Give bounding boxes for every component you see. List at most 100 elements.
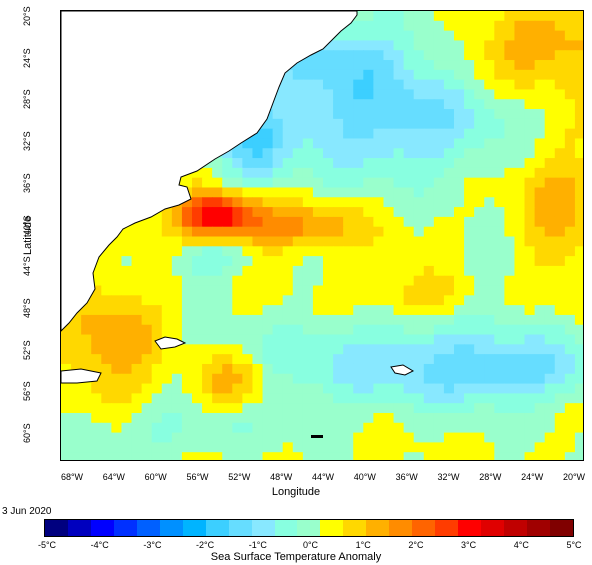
anomaly-cell bbox=[91, 314, 102, 326]
anomaly-cell bbox=[464, 403, 475, 414]
anomaly-cell bbox=[544, 167, 556, 179]
anomaly-cell bbox=[564, 324, 576, 336]
anomaly-cell bbox=[524, 50, 536, 61]
anomaly-cell bbox=[554, 148, 566, 159]
anomaly-cell bbox=[373, 99, 385, 110]
colorbar-swatch bbox=[90, 520, 114, 536]
anomaly-cell bbox=[282, 305, 294, 316]
anomaly-cell bbox=[433, 128, 445, 140]
anomaly-cell bbox=[353, 383, 364, 394]
anomaly-cell bbox=[323, 89, 334, 100]
anomaly-cell bbox=[423, 403, 435, 414]
anomaly-cell bbox=[131, 226, 143, 238]
anomaly-cell bbox=[252, 324, 264, 336]
anomaly-cell bbox=[454, 334, 465, 345]
anomaly-cell bbox=[272, 393, 284, 404]
anomaly-cell bbox=[484, 373, 495, 385]
anomaly-cell bbox=[524, 373, 536, 385]
anomaly-cell bbox=[514, 69, 526, 81]
anomaly-cell bbox=[111, 334, 123, 345]
anomaly-cell bbox=[464, 30, 475, 42]
anomaly-cell bbox=[212, 236, 223, 247]
anomaly-cell bbox=[413, 363, 425, 375]
anomaly-cell bbox=[232, 187, 243, 198]
anomaly-cell bbox=[464, 158, 475, 169]
anomaly-cell bbox=[454, 295, 465, 306]
anomaly-cell bbox=[554, 275, 566, 287]
anomaly-cell bbox=[343, 89, 354, 100]
anomaly-cell bbox=[433, 305, 445, 316]
anomaly-cell bbox=[484, 187, 495, 198]
anomaly-cell bbox=[423, 50, 435, 61]
anomaly-cell bbox=[282, 69, 294, 81]
anomaly-cell bbox=[181, 422, 193, 434]
anomaly-cell bbox=[312, 197, 324, 208]
anomaly-cell bbox=[302, 295, 314, 306]
anomaly-cell bbox=[564, 412, 576, 424]
anomaly-cell bbox=[373, 363, 385, 375]
colorbar-swatch bbox=[412, 520, 436, 536]
anomaly-cell bbox=[212, 207, 223, 218]
anomaly-cell bbox=[212, 216, 223, 228]
anomaly-cell bbox=[443, 383, 455, 394]
anomaly-cell bbox=[101, 354, 112, 365]
anomaly-cell bbox=[524, 69, 536, 81]
anomaly-cell bbox=[433, 246, 445, 257]
anomaly-cell bbox=[323, 109, 334, 120]
anomaly-cell bbox=[171, 295, 183, 306]
anomaly-cell bbox=[252, 236, 264, 247]
anomaly-cell bbox=[292, 422, 304, 434]
anomaly-cell bbox=[71, 354, 82, 365]
anomaly-cell bbox=[534, 354, 546, 365]
anomaly-cell bbox=[333, 324, 344, 336]
anomaly-cell bbox=[363, 383, 374, 394]
anomaly-cell bbox=[554, 314, 566, 326]
anomaly-cell bbox=[272, 256, 284, 267]
anomaly-cell bbox=[101, 432, 112, 443]
anomaly-cell bbox=[232, 422, 243, 434]
anomaly-cell bbox=[212, 324, 223, 336]
anomaly-cell bbox=[202, 197, 213, 208]
anomaly-cell bbox=[71, 314, 82, 326]
anomaly-cell bbox=[192, 216, 203, 228]
anomaly-cell bbox=[534, 148, 546, 159]
anomaly-cell bbox=[302, 177, 314, 189]
anomaly-cell bbox=[181, 403, 193, 414]
anomaly-cell bbox=[141, 314, 153, 326]
anomaly-cell bbox=[474, 314, 485, 326]
anomaly-cell bbox=[111, 383, 123, 394]
anomaly-cell bbox=[443, 69, 455, 81]
colorbar-swatch bbox=[389, 520, 413, 536]
anomaly-cell bbox=[504, 275, 516, 287]
anomaly-cell bbox=[222, 187, 233, 198]
anomaly-cell bbox=[403, 236, 415, 247]
anomaly-cell bbox=[574, 305, 583, 316]
anomaly-cell bbox=[222, 452, 233, 460]
anomaly-cell bbox=[131, 285, 143, 296]
anomaly-cell bbox=[433, 20, 445, 32]
anomaly-cell bbox=[151, 373, 163, 385]
anomaly-cell bbox=[433, 40, 445, 51]
anomaly-cell bbox=[403, 138, 415, 149]
anomaly-cell bbox=[343, 216, 354, 228]
anomaly-cell bbox=[373, 11, 385, 22]
anomaly-cell bbox=[192, 275, 203, 287]
anomaly-cell bbox=[222, 285, 233, 296]
anomaly-cell bbox=[353, 99, 364, 110]
anomaly-cell bbox=[121, 452, 133, 460]
colorbar-tick-label: 4°C bbox=[513, 540, 529, 550]
anomaly-cell bbox=[192, 226, 203, 238]
anomaly-cell bbox=[202, 363, 213, 375]
anomaly-cell bbox=[403, 197, 415, 208]
anomaly-cell bbox=[81, 354, 92, 365]
anomaly-cell bbox=[101, 295, 112, 306]
anomaly-cell bbox=[91, 354, 102, 365]
anomaly-cell bbox=[353, 363, 364, 375]
anomaly-cell bbox=[343, 158, 354, 169]
anomaly-cell bbox=[353, 20, 364, 32]
anomaly-cell bbox=[71, 344, 82, 355]
anomaly-cell bbox=[302, 403, 314, 414]
anomaly-cell bbox=[272, 354, 284, 365]
anomaly-cell bbox=[393, 236, 405, 247]
anomaly-cell bbox=[232, 236, 243, 247]
